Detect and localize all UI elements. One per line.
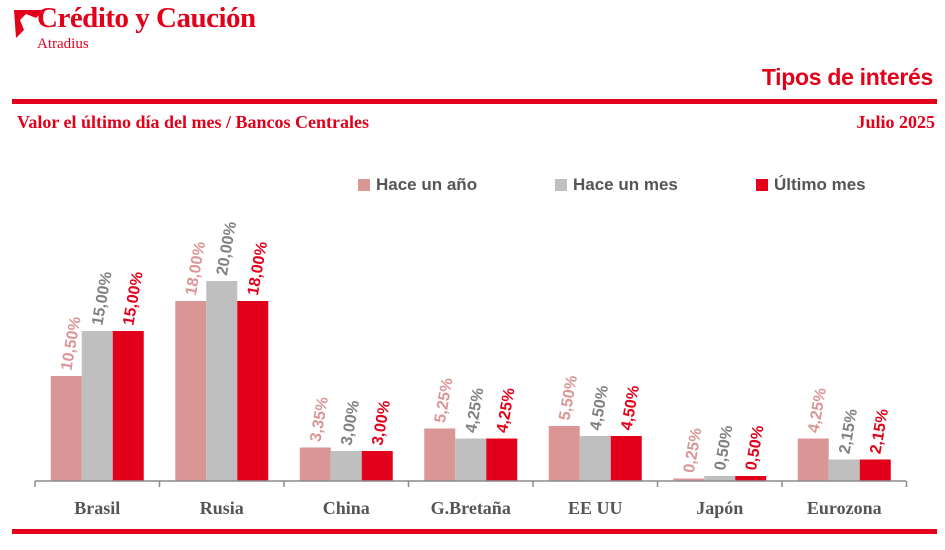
bar-Rusia-0 bbox=[175, 301, 207, 481]
data-label: 2,15% bbox=[867, 408, 892, 456]
bar-Rusia-2 bbox=[237, 301, 269, 481]
legend-swatch bbox=[358, 179, 370, 191]
brand-sub: Atradius bbox=[37, 36, 89, 52]
data-label: 18,00% bbox=[245, 240, 271, 296]
bar-EE UU-2 bbox=[610, 436, 642, 481]
data-label: 10,50% bbox=[58, 315, 84, 371]
bar-EE UU-0 bbox=[548, 426, 580, 481]
bar-Japón-0 bbox=[673, 478, 705, 481]
bar-China-2 bbox=[361, 451, 393, 481]
data-label: 15,00% bbox=[89, 270, 115, 326]
bar-Eurozona-1 bbox=[828, 459, 860, 481]
legend-item-hace-un-mes: Hace un mes bbox=[555, 174, 678, 196]
data-label: 15,00% bbox=[120, 270, 146, 326]
bar-G.Bretaña-1 bbox=[455, 438, 487, 481]
data-label: 3,00% bbox=[369, 399, 394, 447]
footer-divider bbox=[12, 529, 937, 534]
bar-Brasil-0 bbox=[50, 376, 82, 481]
category-label: China bbox=[323, 498, 370, 518]
category-label: Rusia bbox=[200, 498, 244, 518]
chart-period: Julio 2025 bbox=[856, 112, 935, 132]
category-label: G.Bretaña bbox=[431, 498, 511, 518]
legend-label: Hace un mes bbox=[573, 175, 678, 194]
data-label: 4,50% bbox=[587, 384, 612, 432]
data-label: 5,25% bbox=[432, 377, 457, 425]
bar-Eurozona-2 bbox=[859, 459, 891, 481]
data-label: 3,00% bbox=[338, 399, 363, 447]
data-label: 3,35% bbox=[307, 396, 332, 444]
data-label: 2,15% bbox=[836, 408, 861, 456]
category-label: Brasil bbox=[74, 498, 120, 518]
bar-Brasil-2 bbox=[112, 331, 144, 481]
bar-Japón-1 bbox=[704, 476, 736, 481]
bar-EE UU-1 bbox=[579, 436, 611, 481]
bar-Eurozona-0 bbox=[797, 438, 829, 481]
legend-item-hace-un-ano: Hace un año bbox=[358, 174, 477, 196]
data-label: 0,50% bbox=[712, 424, 737, 472]
data-label: 4,25% bbox=[805, 387, 830, 435]
legend-label: Hace un año bbox=[376, 175, 478, 194]
data-label: 4,25% bbox=[463, 387, 488, 435]
legend-swatch bbox=[756, 179, 768, 191]
atradius-arrow-icon bbox=[14, 10, 44, 38]
data-label: 5,50% bbox=[556, 374, 581, 422]
bar-China-0 bbox=[299, 447, 331, 481]
bar-China-1 bbox=[330, 451, 362, 481]
bar-G.Bretaña-0 bbox=[424, 428, 456, 481]
data-label: 18,00% bbox=[183, 240, 209, 296]
category-label: Japón bbox=[696, 498, 743, 518]
legend-label: Último mes bbox=[774, 175, 866, 194]
data-label: 0,25% bbox=[681, 427, 706, 475]
legend-item-ultimo-mes: Último mes bbox=[756, 174, 866, 196]
data-label: 4,50% bbox=[618, 384, 643, 432]
data-label: 0,50% bbox=[743, 424, 768, 472]
chart-subtitle: Valor el último día del mes / Bancos Cen… bbox=[17, 112, 369, 132]
category-label: EE UU bbox=[568, 498, 623, 518]
legend-swatch bbox=[555, 179, 567, 191]
report-title: Tipos de interés bbox=[761, 64, 933, 90]
bar-Rusia-1 bbox=[206, 281, 238, 481]
bar-Japón-2 bbox=[735, 476, 767, 481]
category-label: Eurozona bbox=[807, 498, 882, 518]
bar-Brasil-1 bbox=[81, 331, 113, 481]
brand-name: Crédito y Caución bbox=[37, 2, 256, 34]
data-label: 20,00% bbox=[214, 220, 240, 276]
data-label: 4,25% bbox=[494, 387, 519, 435]
bar-G.Bretaña-2 bbox=[486, 438, 518, 481]
header-divider bbox=[12, 99, 937, 104]
